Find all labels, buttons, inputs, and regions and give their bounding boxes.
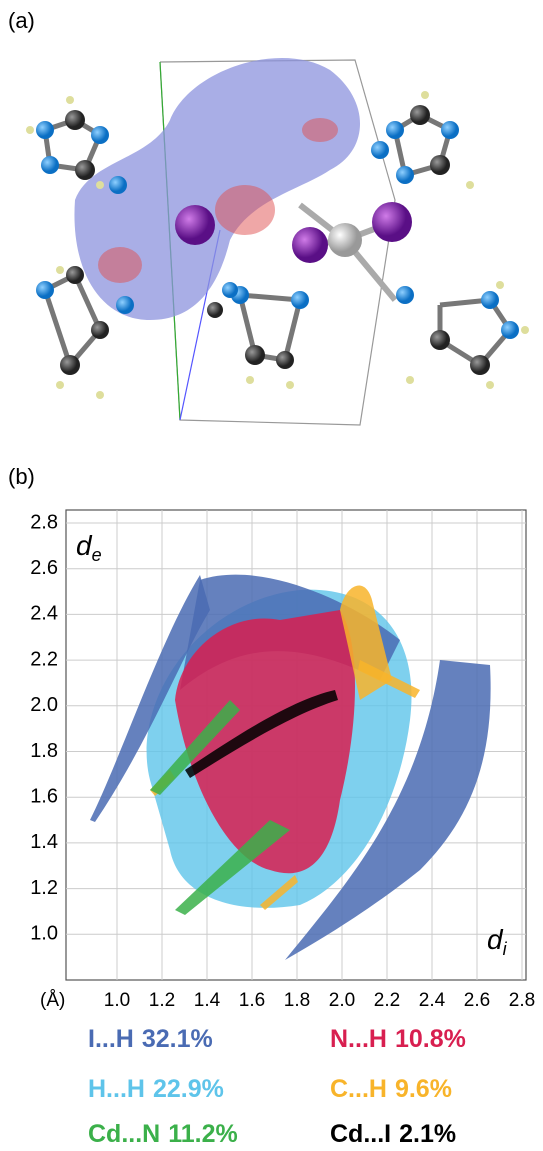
contact-region (185, 690, 338, 778)
contact-region (90, 575, 210, 822)
legend-entry: Cd...N 11.2% (88, 1120, 238, 1146)
y-axis-label-sub: e (92, 545, 102, 565)
y-axis-label: de (76, 530, 102, 564)
y-tick-label: 2.4 (30, 603, 58, 625)
legend-name: C...H (330, 1075, 387, 1103)
y-tick-label: 2.8 (30, 511, 58, 533)
legend-value: 22.9% (153, 1075, 224, 1103)
contact-region (358, 660, 420, 698)
y-axis-label-main: d (76, 530, 93, 561)
legend-value: 11.2% (168, 1120, 238, 1146)
y-tick-label: 2.0 (30, 694, 58, 716)
contact-region (285, 660, 491, 960)
x-tick-label: 1.8 (284, 990, 310, 1011)
legend-entry: N...H 10.8% (330, 1025, 466, 1053)
legend-name: Cd...I (330, 1120, 391, 1146)
legend-value: 9.6% (395, 1075, 452, 1103)
contact-region (150, 700, 240, 795)
x-tick-label: 2.6 (464, 990, 490, 1011)
y-tick-label: 2.6 (30, 557, 58, 579)
y-tick-label: 1.0 (30, 923, 58, 945)
x-axis-label: di (487, 924, 508, 958)
legend-entry: C...H 9.6% (330, 1075, 452, 1103)
legend-entry: I...H 32.1% (88, 1025, 213, 1053)
legend-name: Cd...N (88, 1120, 160, 1146)
x-tick-label: 1.0 (104, 990, 130, 1011)
legend-value: 2.1% (399, 1120, 456, 1146)
contact-region (175, 610, 355, 874)
legend-name: N...H (330, 1025, 387, 1053)
y-tick-label: 1.4 (30, 831, 58, 853)
x-tick-label: 2.4 (419, 990, 446, 1011)
legend-name: H...H (88, 1075, 145, 1103)
x-tick-label: 2.8 (509, 990, 535, 1011)
panel-label: (a) (8, 8, 35, 33)
legend-entry: H...H 22.9% (88, 1075, 224, 1103)
legend-value: 32.1% (142, 1025, 213, 1053)
x-tick-label: 1.6 (239, 990, 265, 1011)
y-tick-label: 2.2 (30, 648, 58, 670)
x-tick-label: 2.2 (374, 990, 400, 1011)
x-tick-label: 1.4 (194, 990, 221, 1011)
molecule-image (26, 58, 529, 426)
x-unit: (Å) (40, 990, 65, 1011)
x-tick-label: 2.0 (329, 990, 355, 1011)
fingerprint-plot: 1.0 1.2 1.4 1.6 1.8 2.0 2.2 2.4 2.6 2.8 1.0 1.2 1.4 1… (30, 509, 535, 1148)
contact-region (260, 875, 298, 910)
panel-label: (b) (8, 464, 35, 489)
x-tick-label: 1.2 (149, 990, 175, 1011)
y-tick-label: 1.8 (30, 740, 58, 762)
x-axis-label-main: d (487, 924, 504, 955)
x-axis-label-sub: i (503, 939, 508, 959)
contact-region (175, 820, 290, 915)
y-tick-label: 1.2 (30, 877, 58, 899)
legend-name: I...H (88, 1025, 134, 1053)
legend-value: 10.8% (395, 1025, 466, 1053)
y-tick-label: 1.6 (30, 785, 58, 807)
legend-entry: Cd...I 2.1% (330, 1120, 456, 1146)
